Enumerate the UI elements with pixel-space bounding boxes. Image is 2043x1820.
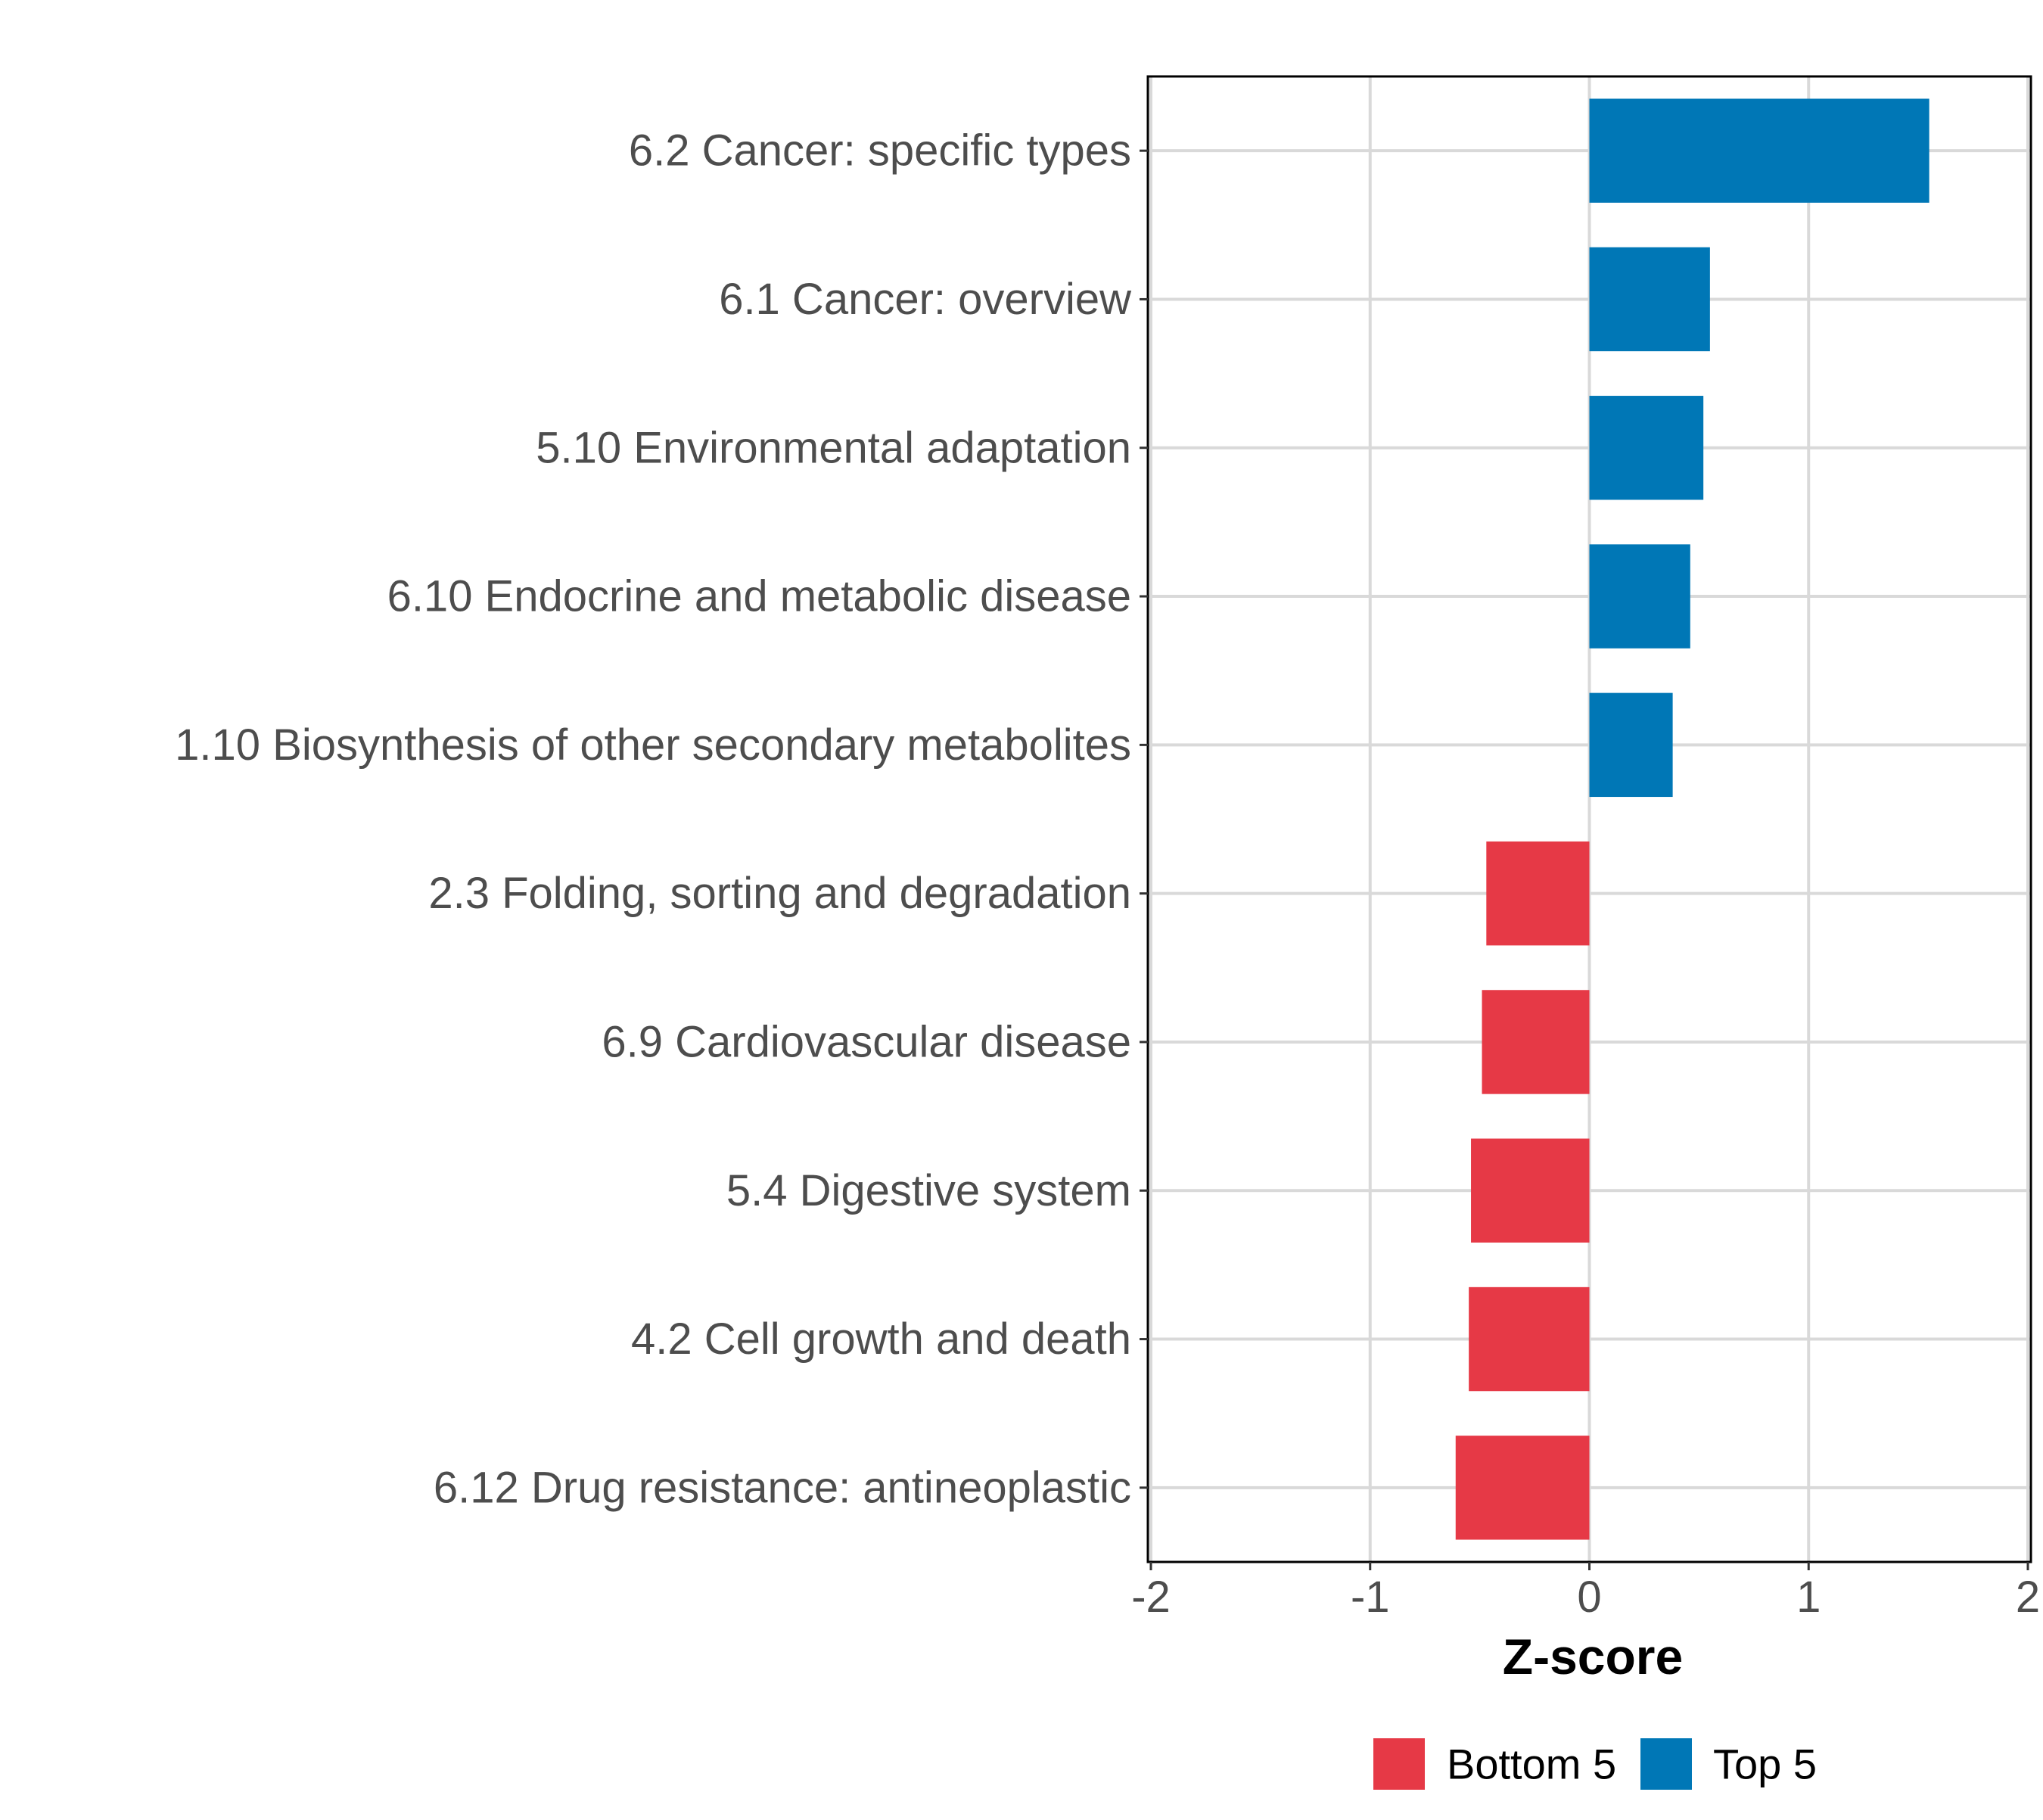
legend-label: Bottom 5 (1447, 1741, 1616, 1788)
bar (1589, 692, 1673, 798)
x-axis: -2 -1 0 1 2 (1131, 1562, 2040, 1622)
bar (1469, 1286, 1590, 1392)
x-tick-label: -1 (1351, 1573, 1390, 1622)
y-tick-label: 6.2 Cancer: specific types (629, 126, 1131, 176)
y-tick-label: 4.2 Cell growth and death (631, 1314, 1131, 1364)
bar (1589, 396, 1704, 500)
legend-swatch (1640, 1738, 1692, 1790)
bar (1482, 990, 1590, 1094)
bar (1455, 1436, 1590, 1540)
bars (1455, 98, 1930, 1540)
bar (1486, 841, 1590, 946)
y-tick-label: 6.1 Cancer: overview (719, 275, 1132, 324)
bar (1589, 544, 1690, 649)
y-tick-label: 1.10 Biosynthesis of other secondary met… (175, 720, 1131, 770)
bar (1589, 247, 1710, 352)
legend-label: Top 5 (1713, 1741, 1817, 1788)
bar (1471, 1138, 1590, 1243)
y-tick-label: 5.4 Digestive system (726, 1166, 1131, 1215)
y-tick-label: 5.10 Environmental adaptation (536, 423, 1131, 472)
y-tick-label: 6.10 Endocrine and metabolic disease (387, 572, 1131, 621)
x-tick-label: -2 (1131, 1573, 1171, 1622)
legend: Bottom 5 Top 5 (1373, 1738, 1817, 1790)
y-tick-label: 2.3 Folding, sorting and degradation (428, 869, 1131, 918)
bar (1589, 98, 1930, 203)
x-tick-label: 1 (1796, 1573, 1821, 1622)
y-axis: 6.2 Cancer: specific types 6.1 Cancer: ov… (175, 126, 1148, 1512)
x-tick-label: 0 (1577, 1573, 1601, 1622)
x-tick-label: 2 (2016, 1573, 2040, 1622)
legend-swatch (1373, 1738, 1425, 1790)
x-axis-title: Z-score (1503, 1629, 1683, 1685)
y-tick-label: 6.12 Drug resistance: antineoplastic (434, 1463, 1131, 1512)
y-tick-label: 6.9 Cardiovascular disease (602, 1017, 1131, 1066)
